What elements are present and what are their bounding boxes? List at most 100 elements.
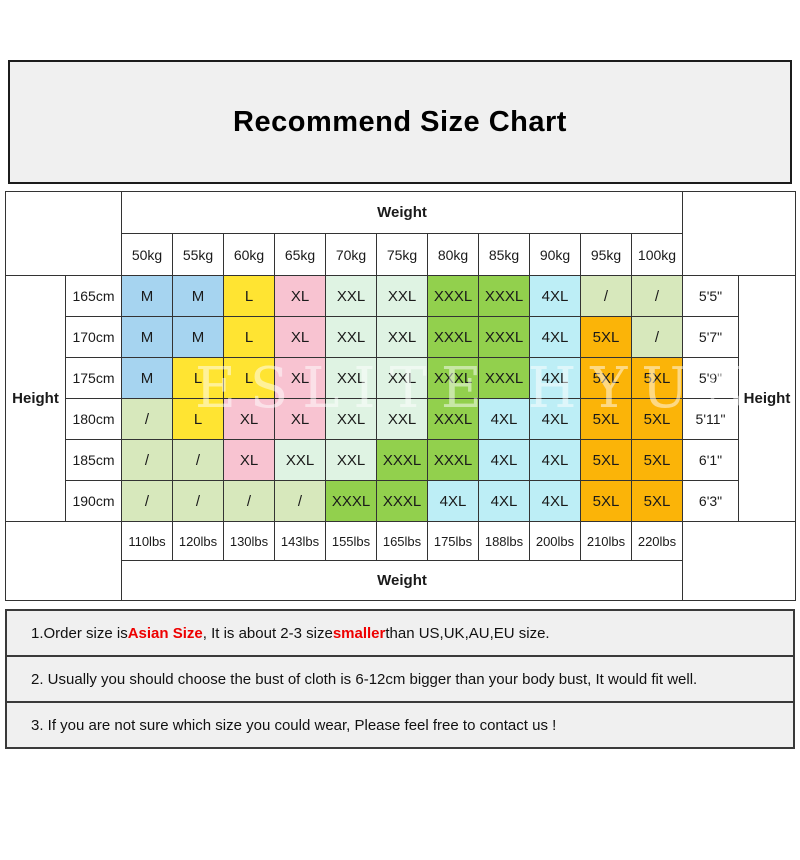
kg-header-cell: 60kg: [223, 233, 275, 276]
table-row: Weight: [5, 191, 797, 276]
kg-header-cell: 80kg: [427, 233, 479, 276]
size-cell: 5XL: [580, 439, 632, 481]
size-cell: L: [223, 275, 275, 317]
size-cell: XL: [274, 357, 326, 399]
lbs-header-cell: 143lbs: [274, 521, 326, 561]
lbs-header-cell: 165lbs: [376, 521, 428, 561]
cm-label-cell: 185cm: [65, 439, 122, 481]
ft-label-cell: 6'3": [682, 480, 740, 522]
height-label-right: Height: [738, 275, 797, 522]
size-cell: 4XL: [529, 275, 581, 317]
kg-header-cell: 100kg: [630, 233, 684, 276]
size-cell: XL: [223, 439, 275, 481]
size-cell: XXXL: [478, 357, 530, 399]
kg-header-cell: 50kg: [121, 233, 173, 276]
size-cell: /: [121, 398, 173, 440]
size-cell: 5XL: [580, 480, 632, 522]
size-table: Weight 50kg 55kg 60kg 65kg 70kg 75kg 80kg 85kg 90…: [5, 191, 797, 601]
size-cell: 4XL: [529, 480, 581, 522]
size-cell: 4XL: [478, 480, 530, 522]
size-cell: XXL: [376, 357, 428, 399]
kg-header-cell: 75kg: [376, 233, 428, 276]
note-1: 1.Order size is Asian Size, It is about …: [5, 609, 795, 657]
size-cell: XXL: [325, 357, 377, 399]
size-cell: XXL: [274, 439, 326, 481]
size-cell: XL: [274, 398, 326, 440]
size-cell: M: [121, 275, 173, 317]
kg-header-cell: 55kg: [172, 233, 224, 276]
note-text: 3. If you are not sure which size you co…: [31, 716, 557, 734]
note-text: 1.Order size is: [31, 624, 128, 642]
height-label-left: Height: [5, 275, 66, 522]
lbs-header-cell: 130lbs: [223, 521, 275, 561]
size-cell: XXL: [376, 398, 428, 440]
table-row: 170cm M M L XL XXL XXL XXXL XXXL 4XL 5XL/5'7": [6, 316, 796, 358]
size-cell: XXXL: [478, 316, 530, 358]
size-cell: XXXL: [427, 275, 479, 317]
size-cell: L: [172, 398, 224, 440]
size-cell: XXXL: [325, 480, 377, 522]
size-cell: 4XL: [529, 398, 581, 440]
note-text: than US,UK,AU,EU size.: [385, 624, 550, 642]
size-cell: XXL: [376, 316, 428, 358]
cm-label-cell: 170cm: [65, 316, 122, 358]
corner-cell: [5, 191, 122, 276]
size-cell: XXL: [376, 275, 428, 317]
size-cell: 5XL: [580, 398, 632, 440]
table-row: 190cm / / / / XXXL XXXL 4XL 4XL 4XL 5XL 5XL 6'3": [6, 480, 796, 522]
kg-header-cell: 95kg: [580, 233, 632, 276]
size-cell: /: [630, 275, 684, 317]
size-cell: M: [172, 275, 224, 317]
size-cell: XXL: [325, 398, 377, 440]
size-cell: M: [121, 357, 173, 399]
size-cell: 4XL: [478, 439, 530, 481]
note-highlight-text: Asian Size: [127, 624, 203, 642]
weight-header-bottom: Weight: [120, 560, 684, 601]
table-row: 180cm / L XL XL XXL XXL XXXL 4XL 4XL 5XL 5XL 5'11": [6, 398, 796, 440]
size-cell: XXXL: [427, 439, 479, 481]
size-cell: XXXL: [427, 316, 479, 358]
size-cell: L: [223, 316, 275, 358]
notes-section: 1.Order size is Asian Size, It is about …: [5, 609, 795, 749]
size-cell: M: [121, 316, 173, 358]
size-cell: /: [223, 480, 275, 522]
size-cell: /: [172, 480, 224, 522]
corner-cell: [682, 191, 797, 276]
size-cell: XXXL: [427, 398, 479, 440]
ft-label-cell: 6'1": [682, 439, 740, 481]
title-box: Recommend Size Chart: [8, 60, 792, 184]
size-cell: 5XL: [630, 357, 684, 399]
lbs-header-cell: 155lbs: [325, 521, 377, 561]
size-cell: XXXL: [478, 275, 530, 317]
size-cell: XL: [274, 275, 326, 317]
size-cell: XL: [223, 398, 275, 440]
size-cell: M: [172, 316, 224, 358]
size-cell: 4XL: [478, 398, 530, 440]
lbs-header-cell: 188lbs: [478, 521, 530, 561]
ft-label-cell: 5'5": [682, 275, 740, 317]
size-cell: 5XL: [630, 439, 684, 481]
note-highlight-text: smaller: [332, 624, 386, 642]
size-cell: /: [580, 275, 632, 317]
size-cell: /: [630, 316, 684, 358]
note-text: 2. Usually you should choose the bust of…: [31, 670, 698, 688]
size-cell: L: [172, 357, 224, 399]
page-title: Recommend Size Chart: [233, 105, 567, 138]
cm-label-cell: 165cm: [65, 275, 122, 317]
cm-label-cell: 180cm: [65, 398, 122, 440]
lbs-header-cell: 110lbs: [121, 521, 173, 561]
size-cell: 5XL: [580, 316, 632, 358]
table-row: Weight: [6, 560, 796, 601]
size-cell: /: [172, 439, 224, 481]
size-cell: XXXL: [376, 439, 428, 481]
note-2: 2. Usually you should choose the bust of…: [5, 655, 795, 703]
lbs-header-cell: 200lbs: [529, 521, 581, 561]
corner-cell: [682, 521, 797, 601]
size-cell: 4XL: [427, 480, 479, 522]
size-cell: 5XL: [580, 357, 632, 399]
kg-header-cell: 85kg: [478, 233, 530, 276]
lbs-header-cell: 120lbs: [172, 521, 224, 561]
table-row: Height 165cm M M L XL XXL XXL XXXL XXXL 4XL //5'5" H…: [5, 275, 797, 522]
size-cell: /: [121, 480, 173, 522]
size-cell: 5XL: [630, 480, 684, 522]
